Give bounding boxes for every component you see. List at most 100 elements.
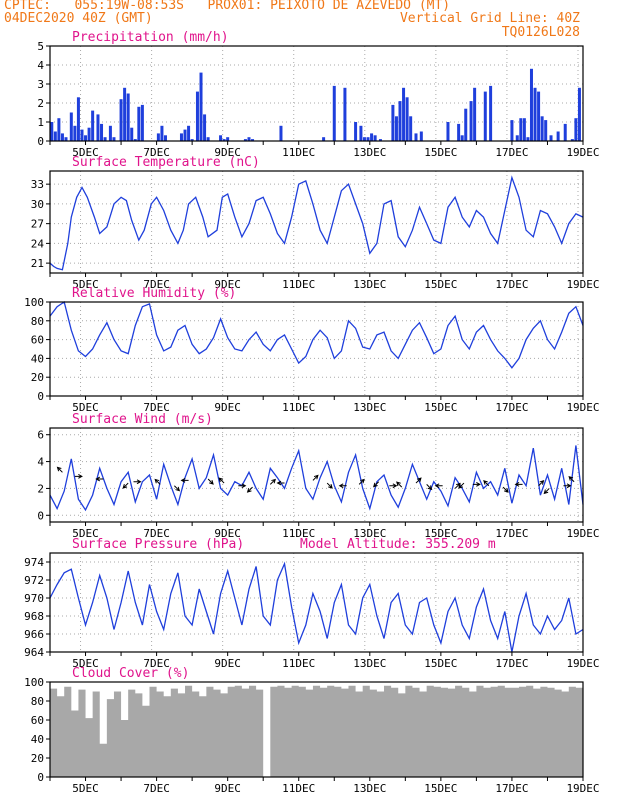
panel-title: Surface Temperature (nC) xyxy=(72,155,260,170)
wind-vector-arrow xyxy=(326,482,333,489)
precip-bar xyxy=(489,85,493,141)
panel-3: Relative Humidity (%) 0 20 40 60 80 100 5DEC 7DE… xyxy=(24,286,599,414)
wind-vector-arrow xyxy=(133,479,142,485)
x-tick-label: 7DEC xyxy=(143,146,170,159)
wind-vector-arrow xyxy=(238,483,247,489)
panel-1: Precipitation (mm/h) 0 1 2 3 4 5 5DEC 7DEC 9DEC 11… xyxy=(37,30,599,159)
precip-bar xyxy=(457,123,461,141)
precip-bar xyxy=(64,137,68,141)
precip-bar xyxy=(126,93,130,141)
x-tick-label: 5DEC xyxy=(72,782,99,795)
precip-bar xyxy=(519,118,523,141)
precip-bar xyxy=(556,131,560,141)
x-tick-label: 5DEC xyxy=(72,146,99,159)
precip-bar xyxy=(251,139,255,141)
precip-bar xyxy=(464,108,468,141)
series-line xyxy=(49,300,584,369)
wind-vector-arrow xyxy=(269,478,276,485)
precip-bar xyxy=(183,129,187,141)
precip-bar xyxy=(179,133,183,141)
x-tick-label: 15DEC xyxy=(424,657,457,670)
x-tick-label: 19DEC xyxy=(566,278,599,291)
precip-bar xyxy=(409,116,413,141)
precip-bar xyxy=(243,139,247,141)
wind-vector-arrow xyxy=(174,485,181,492)
x-tick-label: 15DEC xyxy=(424,278,457,291)
x-tick-label: 19DEC xyxy=(566,146,599,159)
y-tick-label: 33 xyxy=(31,178,44,191)
series-line xyxy=(49,561,584,653)
x-tick-label: 13DEC xyxy=(353,527,386,540)
x-tick-label: 9DEC xyxy=(214,278,241,291)
precip-bar xyxy=(544,120,548,141)
x-tick-label: 19DEC xyxy=(566,657,599,670)
x-tick-label: 19DEC xyxy=(566,782,599,795)
precip-bar xyxy=(103,137,107,141)
precip-bar xyxy=(119,99,123,141)
precip-bar xyxy=(206,137,210,141)
header-line-1: CPTEC: 055:19W-08:53S PROX01: PEIXOTO DE… xyxy=(4,0,451,13)
y-tick-label: 968 xyxy=(24,610,44,623)
precip-bar xyxy=(419,131,423,141)
y-tick-label: 60 xyxy=(31,714,44,727)
precip-bar xyxy=(130,127,134,141)
precip-bar xyxy=(522,118,526,141)
wind-vector-arrow xyxy=(568,476,575,483)
x-tick-label: 11DEC xyxy=(282,278,315,291)
precip-bar xyxy=(526,137,530,141)
precip-bar xyxy=(203,114,207,141)
precip-bar xyxy=(76,97,80,141)
precip-bar xyxy=(483,91,487,141)
y-tick-label: 966 xyxy=(24,628,44,641)
x-tick-label: 13DEC xyxy=(353,146,386,159)
precip-bar xyxy=(91,110,95,141)
wind-vector-arrow xyxy=(95,476,104,482)
precip-bar xyxy=(163,135,167,141)
precip-bar xyxy=(414,133,418,141)
wind-vector-arrow xyxy=(358,478,365,485)
panel-frame xyxy=(49,301,584,397)
precip-bar xyxy=(123,87,127,141)
x-tick-label: 13DEC xyxy=(353,401,386,414)
panel-frame xyxy=(49,552,584,653)
precip-bar xyxy=(322,137,326,141)
wind-vector-arrow xyxy=(154,478,161,485)
wind-vector-arrow xyxy=(426,484,433,491)
y-tick-label: 40 xyxy=(31,733,44,746)
precip-bar xyxy=(100,123,104,141)
wind-vector-arrow xyxy=(122,482,129,489)
precip-bar xyxy=(69,112,73,141)
precip-bar xyxy=(140,104,144,141)
wind-vector-arrow xyxy=(338,483,347,489)
y-tick-label: 24 xyxy=(31,237,45,250)
precip-bar xyxy=(533,87,537,141)
x-tick-label: 15DEC xyxy=(424,401,457,414)
panel-title: Surface Wind (m/s) xyxy=(72,412,213,427)
wind-vector-arrow xyxy=(514,482,523,487)
precip-bar xyxy=(405,97,409,141)
x-tick-label: 13DEC xyxy=(353,278,386,291)
precip-bar xyxy=(529,68,533,141)
x-tick-label: 7DEC xyxy=(143,782,170,795)
panel-title: Cloud Cover (%) xyxy=(72,666,189,681)
precip-bar xyxy=(137,106,141,141)
precip-bar xyxy=(574,118,578,141)
x-tick-label: 11DEC xyxy=(282,657,315,670)
precip-bar xyxy=(156,133,160,141)
x-tick-label: 11DEC xyxy=(282,782,315,795)
wind-vector-arrow xyxy=(56,466,63,473)
wind-vector-arrow xyxy=(543,488,550,495)
precip-bar xyxy=(226,137,230,141)
y-tick-label: 964 xyxy=(24,646,44,659)
panel-4: Surface Wind (m/s) 0 2 4 6 5DEC 7DEC 9DEC 11DEC 1… xyxy=(37,412,599,540)
precip-bar xyxy=(195,91,199,141)
wind-vector-arrow xyxy=(312,474,319,481)
precip-bar xyxy=(469,101,473,141)
panel-frame xyxy=(49,170,584,274)
y-tick-label: 0 xyxy=(37,135,44,148)
precip-bar xyxy=(446,122,450,141)
precip-bar xyxy=(510,120,514,141)
panel-title: Relative Humidity (%) xyxy=(72,286,236,301)
precip-bar xyxy=(96,114,100,141)
